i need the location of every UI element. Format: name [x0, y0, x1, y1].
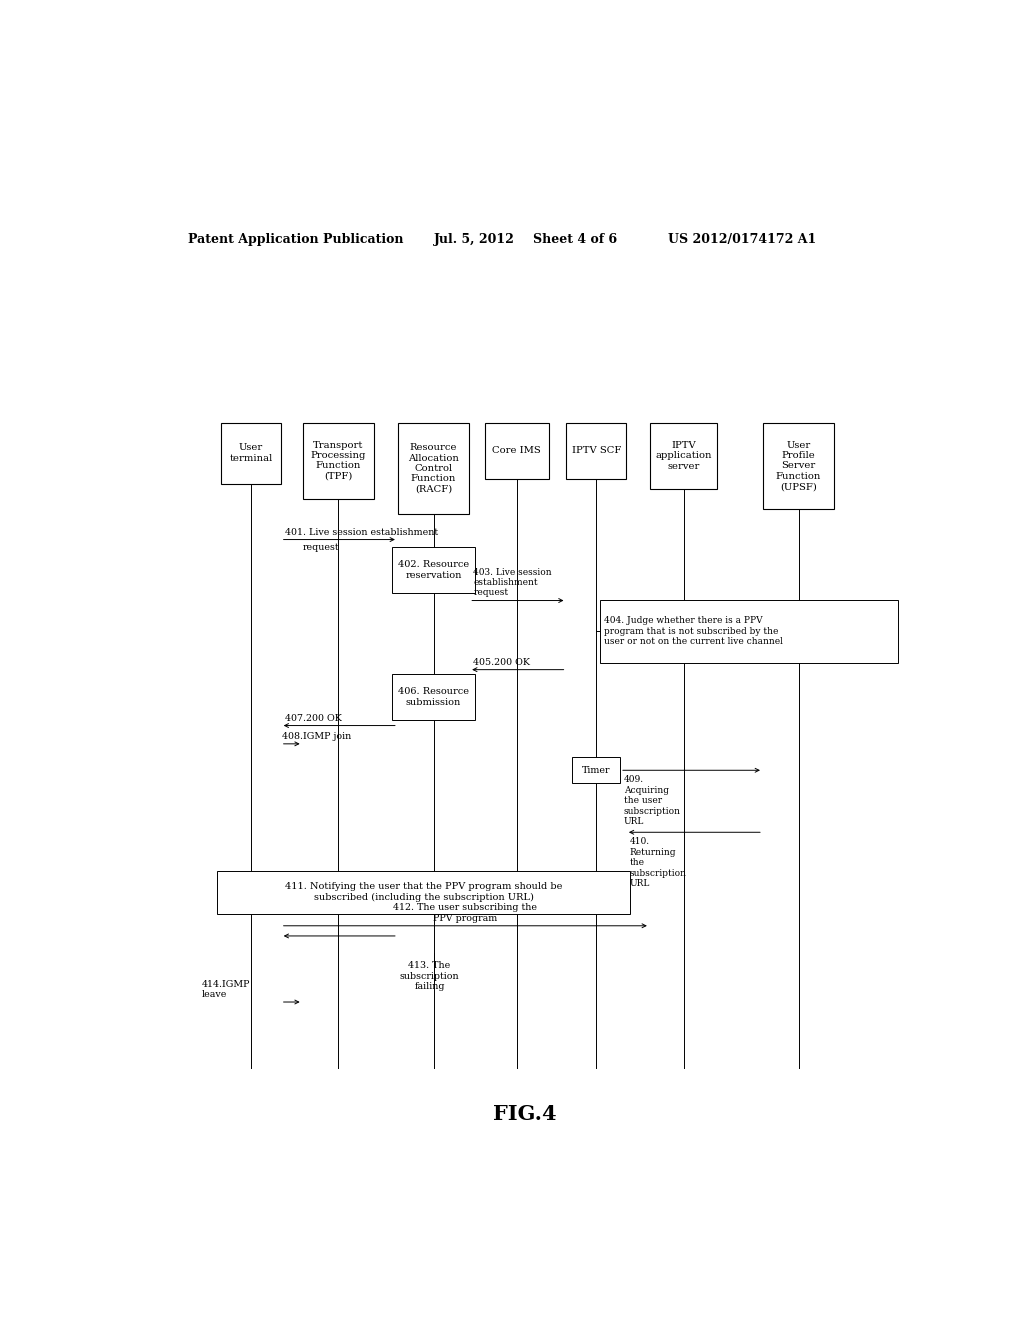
- Text: request: request: [303, 543, 339, 552]
- Text: Resource
Allocation
Control
Function
(RACF): Resource Allocation Control Function (RA…: [409, 444, 459, 494]
- Text: 409.
Acquiring
the user
subscription
URL: 409. Acquiring the user subscription URL: [624, 775, 681, 826]
- Text: IPTV
application
server: IPTV application server: [655, 441, 712, 471]
- Text: User
Profile
Server
Function
(UPSF): User Profile Server Function (UPSF): [776, 441, 821, 491]
- Text: IPTV SCF: IPTV SCF: [571, 446, 621, 455]
- Text: 407.200 OK: 407.200 OK: [285, 714, 342, 722]
- Text: Timer: Timer: [582, 766, 610, 775]
- Text: Patent Application Publication: Patent Application Publication: [187, 234, 403, 247]
- Text: 403. Live session
establishment
request: 403. Live session establishment request: [473, 568, 552, 598]
- Bar: [572, 758, 620, 784]
- Bar: [392, 673, 475, 721]
- Bar: [566, 422, 626, 479]
- Bar: [485, 422, 549, 479]
- Text: 411. Notifying the user that the PPV program should be
subscribed (including the: 411. Notifying the user that the PPV pro…: [285, 883, 562, 902]
- Bar: [221, 422, 281, 483]
- Bar: [650, 422, 717, 488]
- Text: 404. Judge whether there is a PPV
program that is not subscribed by the
user or : 404. Judge whether there is a PPV progra…: [604, 616, 783, 645]
- Bar: [392, 546, 475, 594]
- Text: 405.200 OK: 405.200 OK: [473, 657, 530, 667]
- Text: 408.IGMP join: 408.IGMP join: [283, 731, 351, 741]
- Bar: [763, 422, 835, 510]
- Text: Core IMS: Core IMS: [493, 446, 542, 455]
- Text: FIG.4: FIG.4: [493, 1104, 557, 1123]
- Text: 413. The
subscription
failing: 413. The subscription failing: [399, 961, 460, 991]
- Text: Jul. 5, 2012: Jul. 5, 2012: [433, 234, 514, 247]
- Text: 402. Resource
reservation: 402. Resource reservation: [398, 561, 469, 579]
- Text: 410.
Returning
the
subscription
URL: 410. Returning the subscription URL: [630, 837, 687, 888]
- Text: 414.IGMP
leave: 414.IGMP leave: [202, 979, 250, 999]
- Text: 412. The user subscribing the
PPV program: 412. The user subscribing the PPV progra…: [393, 903, 538, 923]
- Text: User
terminal: User terminal: [229, 444, 272, 463]
- Bar: [600, 599, 898, 663]
- Text: 401. Live session establishment: 401. Live session establishment: [285, 528, 438, 536]
- Bar: [397, 422, 469, 515]
- Text: US 2012/0174172 A1: US 2012/0174172 A1: [668, 234, 816, 247]
- Text: Transport
Processing
Function
(TPF): Transport Processing Function (TPF): [310, 441, 366, 480]
- Text: 406. Resource
submission: 406. Resource submission: [398, 688, 469, 706]
- Bar: [303, 422, 374, 499]
- Bar: [217, 871, 630, 913]
- Text: Sheet 4 of 6: Sheet 4 of 6: [532, 234, 616, 247]
